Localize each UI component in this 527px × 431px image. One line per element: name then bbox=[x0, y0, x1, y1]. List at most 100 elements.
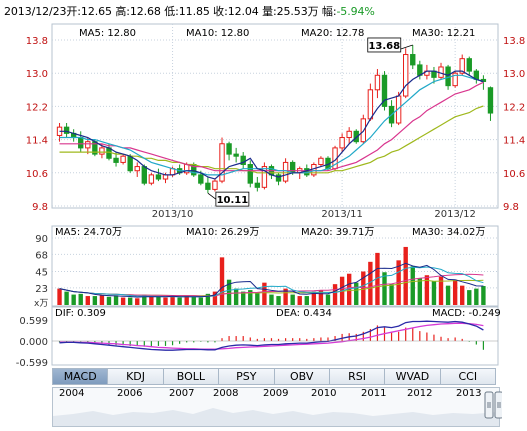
volume-y-tick-label: 23 bbox=[35, 284, 48, 295]
candle-body bbox=[212, 180, 218, 190]
volume-bar bbox=[382, 272, 387, 305]
price-x-tick-label: 2013/11 bbox=[321, 209, 363, 220]
timeline-year: 2008 bbox=[213, 388, 239, 399]
volume-bar bbox=[106, 296, 112, 305]
volume-bar bbox=[177, 297, 182, 305]
volume-bar bbox=[262, 282, 267, 305]
vol-legend-ma10: MA10: 26.29万 bbox=[186, 227, 259, 238]
price-y-tick-label: 13.8 bbox=[503, 36, 525, 47]
volume-bar bbox=[474, 288, 479, 305]
price-y-tick-label: 10.6 bbox=[503, 169, 525, 180]
dea-legend: DEA: 0.434 bbox=[276, 308, 332, 319]
volume-bar bbox=[452, 279, 458, 305]
candle-body bbox=[339, 137, 345, 149]
macd-axis-unit: x万 bbox=[34, 299, 48, 309]
macd-panel-frame bbox=[51, 306, 499, 366]
volume-bar bbox=[233, 288, 239, 305]
price-ma20-line bbox=[59, 81, 484, 172]
vol-legend-ma5: MA5: 24.70万 bbox=[55, 227, 122, 238]
tab-boll[interactable]: BOLL bbox=[163, 368, 220, 385]
volume-bar bbox=[248, 290, 253, 305]
volume-ma20-line bbox=[59, 273, 484, 297]
candle-body bbox=[63, 126, 70, 134]
legend-ma20: MA20: 12.78 bbox=[301, 28, 364, 39]
close-label: 收: bbox=[213, 5, 228, 18]
candle-body bbox=[141, 166, 147, 184]
timeline-range-handle[interactable] bbox=[482, 388, 502, 428]
high-marker-box bbox=[367, 37, 402, 53]
price-panel: 13.8 13.0 12.2 11.4 10.6 9.8 13.8 13.0 12.2 11.4… bbox=[26, 23, 525, 220]
volume-bar bbox=[290, 294, 295, 305]
timeline-year: 2004 bbox=[59, 388, 85, 399]
legend-ma30: MA30: 12.21 bbox=[412, 28, 475, 39]
volume-bar bbox=[226, 279, 232, 305]
volume-bar bbox=[198, 297, 204, 305]
volume-bar bbox=[135, 298, 140, 305]
candle-body bbox=[381, 74, 388, 107]
volume-bar bbox=[325, 294, 331, 305]
volume-bar bbox=[332, 284, 338, 305]
candle-body bbox=[120, 155, 126, 163]
volume-bar bbox=[212, 291, 218, 305]
price-y-tick-label: 13.8 bbox=[26, 36, 48, 47]
volume-bar bbox=[241, 291, 246, 305]
candle-body bbox=[353, 130, 359, 143]
indicator-tabs: MACD KDJ BOLL PSY OBV RSI WVAD CCI bbox=[52, 368, 496, 385]
candle-body bbox=[275, 174, 282, 182]
volume-legend: MA5: 24.70万 MA10: 26.29万 MA20: 39.71万 MA… bbox=[55, 227, 485, 238]
candle-body bbox=[403, 54, 409, 97]
volume-bar bbox=[205, 293, 211, 305]
candle-body bbox=[346, 130, 352, 139]
volume-bar bbox=[127, 297, 133, 305]
candle-body bbox=[198, 174, 204, 184]
volume-bar bbox=[297, 296, 302, 305]
tab-cci[interactable]: CCI bbox=[440, 368, 496, 385]
tab-psy[interactable]: PSY bbox=[219, 368, 275, 385]
candle-body bbox=[219, 143, 225, 182]
macd-y-tick-label: 0.000 bbox=[19, 337, 48, 348]
volume-bar bbox=[276, 296, 281, 305]
volume-bar bbox=[71, 294, 76, 305]
price-y-tick-label: 11.4 bbox=[503, 136, 525, 147]
vol-legend-ma30: MA30: 34.02万 bbox=[412, 227, 485, 238]
change-label: 幅: bbox=[321, 5, 337, 18]
volume-y-ticks: 90 68 45 23 bbox=[35, 234, 48, 295]
open-label: 开: bbox=[66, 5, 81, 18]
range-handle-right[interactable] bbox=[494, 391, 502, 419]
volume-bar bbox=[311, 291, 317, 305]
macd-y-tick-label: 0.599 bbox=[19, 316, 48, 327]
range-handle-left[interactable] bbox=[484, 391, 494, 419]
volume-bar bbox=[304, 296, 309, 305]
volume-bar bbox=[64, 291, 69, 305]
price-x-tick-label: 2013/12 bbox=[434, 209, 476, 220]
tab-obv[interactable]: OBV bbox=[274, 368, 330, 385]
price-ma10-line bbox=[59, 74, 484, 176]
macd-dif-line bbox=[59, 320, 484, 351]
timeline-area bbox=[53, 408, 499, 426]
volume-y-tick-label: 45 bbox=[35, 268, 48, 279]
price-ma5-line bbox=[59, 70, 484, 180]
tab-rsi[interactable]: RSI bbox=[329, 368, 386, 385]
tab-macd[interactable]: MACD bbox=[52, 368, 109, 385]
quote-header: 2013/12/23开:12.65 高:12.68 低:11.85 收:12.0… bbox=[4, 3, 375, 19]
price-y-tick-label: 12.2 bbox=[503, 102, 525, 113]
volume-bar bbox=[424, 275, 430, 305]
candle-body bbox=[410, 54, 416, 66]
low-value: 11.85 bbox=[178, 5, 210, 18]
volume-bar bbox=[113, 295, 119, 305]
candle-body bbox=[466, 58, 472, 72]
volume-bar bbox=[269, 294, 274, 305]
volume-y-tick-label: 90 bbox=[35, 234, 48, 245]
candle-body bbox=[459, 58, 465, 74]
tab-kdj[interactable]: KDJ bbox=[108, 368, 164, 385]
tab-wvad[interactable]: WVAD bbox=[385, 368, 441, 385]
legend-ma10: MA10: 12.80 bbox=[186, 28, 249, 39]
volume-bar bbox=[85, 296, 90, 305]
volume-bar bbox=[149, 296, 154, 305]
low-marker-box bbox=[215, 191, 250, 207]
volume-bar bbox=[481, 286, 486, 305]
volume-bar bbox=[431, 281, 437, 305]
candle-body bbox=[127, 155, 133, 172]
timeline-navigator[interactable]: 2004 2006 2007 2008 2009 2010 2011 2012 … bbox=[52, 387, 500, 427]
candle-body bbox=[261, 166, 268, 188]
